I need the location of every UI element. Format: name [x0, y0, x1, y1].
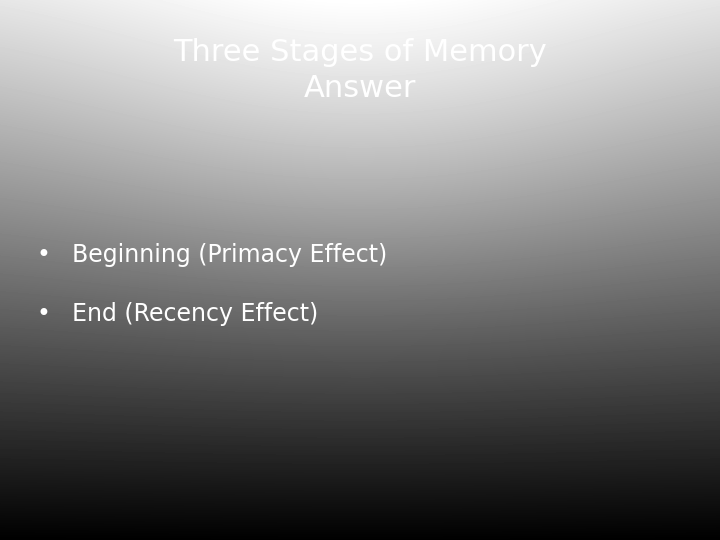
Text: •: • [36, 302, 50, 326]
Text: Beginning (Primacy Effect): Beginning (Primacy Effect) [72, 243, 387, 267]
Text: •: • [36, 243, 50, 267]
Text: Three Stages of Memory
Answer: Three Stages of Memory Answer [173, 38, 547, 103]
Text: End (Recency Effect): End (Recency Effect) [72, 302, 318, 326]
